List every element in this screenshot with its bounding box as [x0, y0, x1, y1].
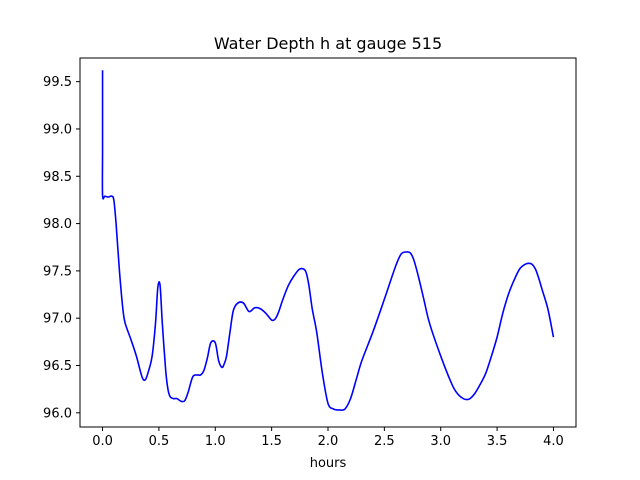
y-tick-label: 97.0 [43, 312, 72, 327]
chart-title: Water Depth h at gauge 515 [214, 34, 442, 53]
y-tick-label: 96.5 [43, 359, 72, 374]
y-tick-label: 99.5 [43, 75, 72, 90]
x-axis-label: hours [310, 456, 347, 471]
y-tick-label: 98.5 [43, 170, 72, 185]
x-tick-label: 3.5 [487, 434, 508, 449]
x-tick-label: 1.0 [205, 434, 226, 449]
y-tick-label: 97.5 [43, 264, 72, 279]
x-tick-label: 0.5 [149, 434, 170, 449]
x-tick-label: 2.5 [374, 434, 395, 449]
y-tick-label: 99.0 [43, 122, 72, 137]
x-tick-label: 1.5 [261, 434, 282, 449]
x-tick-label: 3.0 [430, 434, 451, 449]
axes-frame [79, 57, 577, 428]
x-tick-label: 2.0 [318, 434, 339, 449]
series-line [101, 70, 555, 411]
y-tick-label: 96.0 [43, 406, 72, 421]
x-tick-label: 4.0 [543, 434, 564, 449]
x-tick-label: 0.0 [92, 434, 113, 449]
y-axis-ticks: 96.0 96.5 97.0 97.5 98.0 98.5 99.0 99.5 [43, 75, 80, 421]
x-axis-ticks: 0.0 0.5 1.0 1.5 2.0 2.5 3.0 3.5 4.0 [92, 427, 564, 449]
plot-area [101, 70, 555, 411]
y-tick-label: 98.0 [43, 217, 72, 232]
